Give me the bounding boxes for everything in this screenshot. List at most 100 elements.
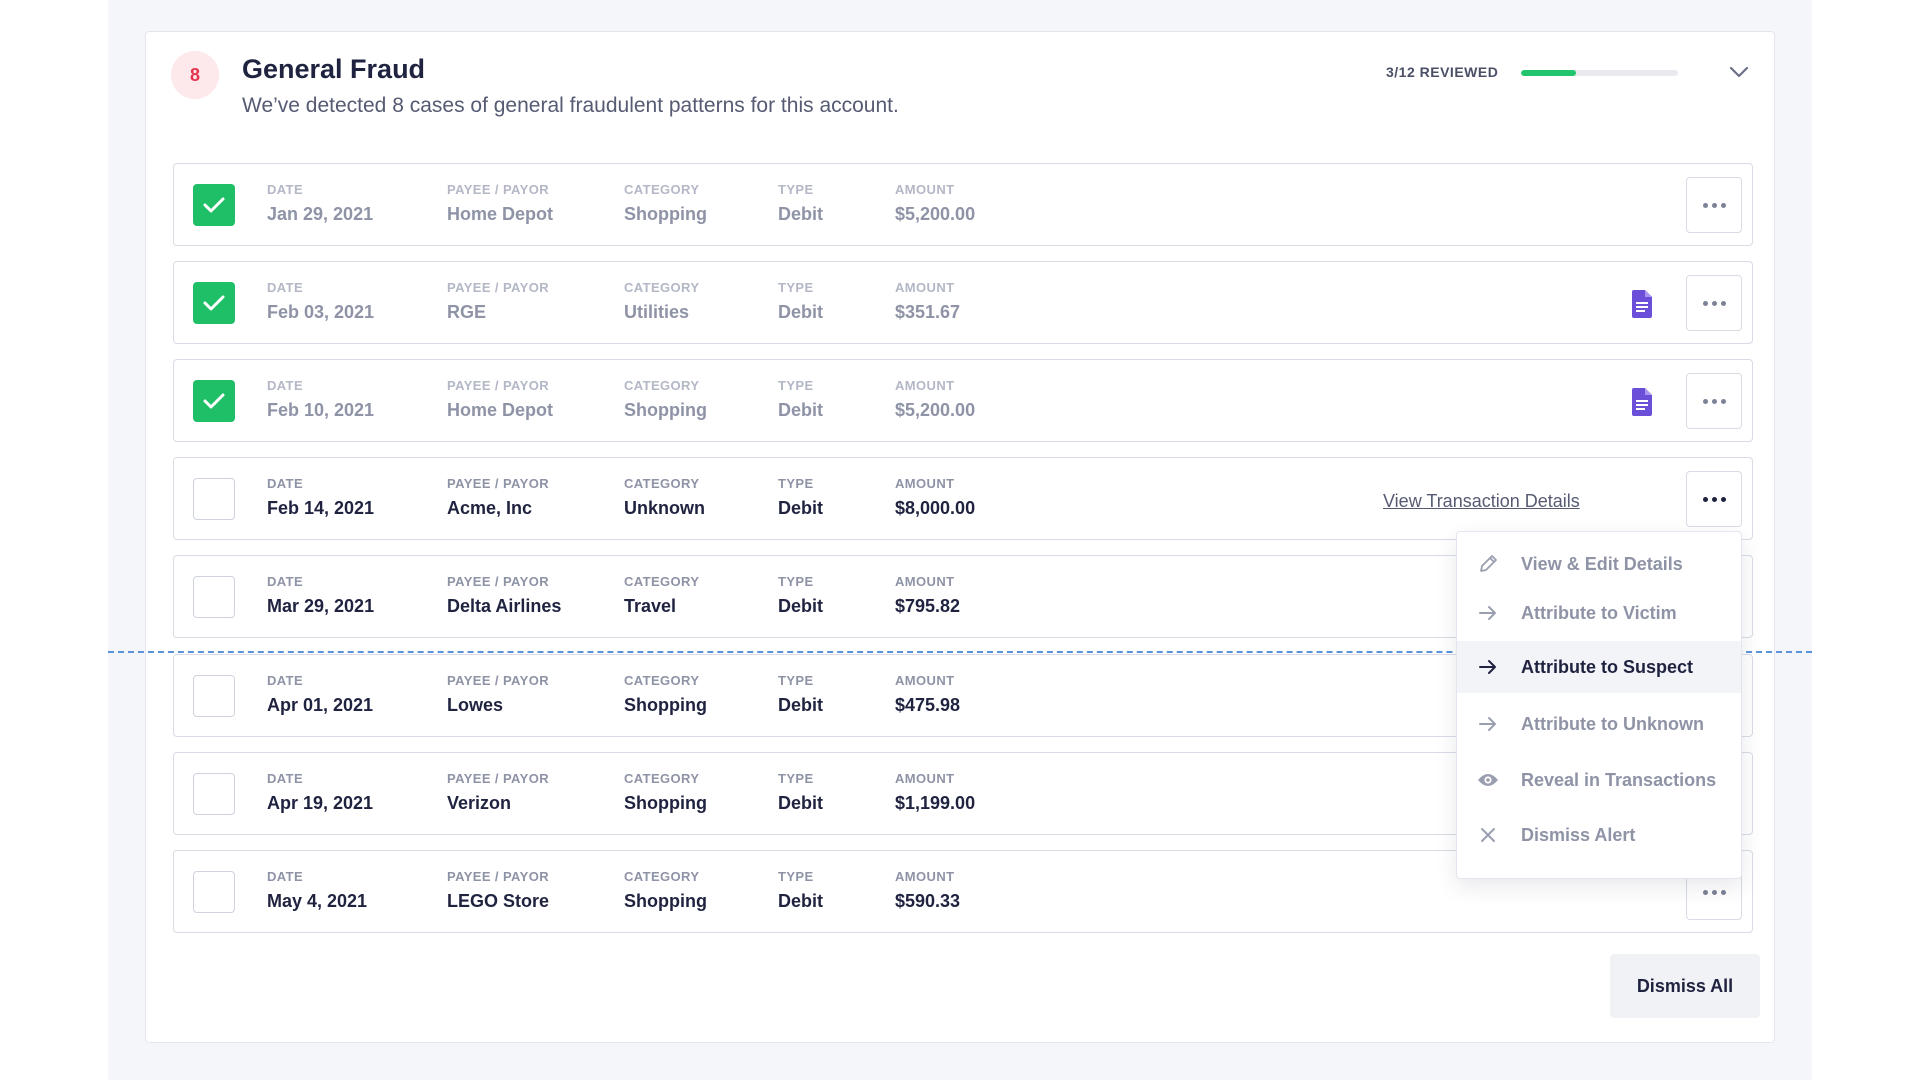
category-value: Shopping [624,891,707,911]
type-value: Debit [778,793,823,813]
amount-label: AMOUNT [895,182,955,197]
category-label: CATEGORY [624,378,700,393]
date-value: Mar 29, 2021 [267,596,375,616]
category-value: Shopping [624,400,707,420]
chevron-down-icon [1729,66,1749,78]
amount-value: $1,199.00 [895,793,976,813]
document-icon[interactable] [1630,290,1654,323]
date-field: DATE Feb 03, 2021 [267,280,374,323]
menu-item-attribute-to-victim[interactable]: Attribute to Victim [1457,587,1741,639]
row-checkbox[interactable] [193,675,235,717]
type-value: Debit [778,302,823,322]
category-label: CATEGORY [624,280,700,295]
more-options-button[interactable] [1686,471,1742,527]
eye-icon [1477,769,1499,791]
category-label: CATEGORY [624,574,700,589]
date-label: DATE [267,771,304,786]
category-field: CATEGORY Shopping [624,182,707,225]
type-field: TYPE Debit [778,476,823,519]
payee-field: PAYEE / PAYOR Acme, Inc [447,476,549,519]
category-field: CATEGORY Unknown [624,476,705,519]
payee-field: PAYEE / PAYOR RGE [447,280,549,323]
type-field: TYPE Debit [778,869,823,912]
dismiss-all-button[interactable]: Dismiss All [1610,954,1760,1018]
alert-description: We’ve detected 8 cases of general fraudu… [242,94,899,117]
payee-label: PAYEE / PAYOR [447,574,550,589]
menu-item-label: View & Edit Details [1521,553,1683,574]
more-options-button[interactable] [1686,373,1742,429]
row-checkbox[interactable] [193,282,235,324]
menu-item-reveal-in-transactions[interactable]: Reveal in Transactions [1457,754,1741,806]
transaction-context-menu: View & Edit Details Attribute to Victim At… [1456,531,1742,879]
date-value: Feb 10, 2021 [267,400,375,420]
category-value: Shopping [624,793,707,813]
amount-value: $5,200.00 [895,400,976,420]
amount-label: AMOUNT [895,378,955,393]
payee-label: PAYEE / PAYOR [447,869,550,884]
row-checkbox[interactable] [193,184,235,226]
type-value: Debit [778,400,823,420]
menu-item-view-edit-details[interactable]: View & Edit Details [1457,538,1741,590]
category-field: CATEGORY Shopping [624,673,707,716]
payee-value: LEGO Store [447,891,550,911]
payee-value: Acme, Inc [447,498,533,518]
date-field: DATE May 4, 2021 [267,869,367,912]
menu-item-label: Reveal in Transactions [1521,769,1717,790]
review-progress-fill [1521,70,1576,76]
type-value: Debit [778,596,823,616]
type-label: TYPE [778,869,814,884]
type-value: Debit [778,498,823,518]
category-label: CATEGORY [624,869,700,884]
ellipsis-icon [1702,889,1708,895]
dashed-guide-line [108,651,1812,653]
date-value: Apr 01, 2021 [267,695,374,715]
payee-label: PAYEE / PAYOR [447,280,550,295]
payee-field: PAYEE / PAYOR Home Depot [447,378,553,421]
date-label: DATE [267,574,304,589]
type-value: Debit [778,695,823,715]
amount-value: $8,000.00 [895,498,976,518]
menu-item-attribute-to-unknown[interactable]: Attribute to Unknown [1457,698,1741,750]
ellipsis-icon [1702,300,1708,306]
checkmark-icon [203,197,225,213]
view-transaction-details-link[interactable]: View Transaction Details [1383,491,1580,511]
type-field: TYPE Debit [778,574,823,617]
menu-item-label: Dismiss Alert [1521,824,1636,845]
collapse-toggle[interactable] [1726,61,1752,83]
date-value: Feb 03, 2021 [267,302,375,322]
row-checkbox[interactable] [193,871,235,913]
date-value: Feb 14, 2021 [267,498,375,518]
menu-item-label: Attribute to Unknown [1521,713,1704,734]
menu-item-attribute-to-suspect[interactable]: Attribute to Suspect [1457,641,1741,693]
amount-value: $475.98 [895,695,961,715]
amount-value: $590.33 [895,891,961,911]
payee-label: PAYEE / PAYOR [447,673,550,688]
arrow-right-icon [1477,713,1499,735]
amount-value: $5,200.00 [895,204,976,224]
type-label: TYPE [778,378,814,393]
row-checkbox[interactable] [193,380,235,422]
category-value: Unknown [624,498,705,518]
date-value: Apr 19, 2021 [267,793,374,813]
date-field: DATE Feb 14, 2021 [267,476,374,519]
type-label: TYPE [778,476,814,491]
ellipsis-icon [1702,496,1708,502]
transaction-row: DATE Feb 14, 2021 PAYEE / PAYOR Acme, Inc CA… [173,457,1753,540]
document-icon[interactable] [1630,388,1654,421]
category-field: CATEGORY Utilities [624,280,699,323]
payee-value: Home Depot [447,400,554,420]
amount-field: AMOUNT $5,200.00 [895,182,975,225]
more-options-button[interactable] [1686,275,1742,331]
amount-field: AMOUNT $590.33 [895,869,960,912]
category-value: Shopping [624,204,707,224]
more-options-button[interactable] [1686,177,1742,233]
menu-item-dismiss-alert[interactable]: Dismiss Alert [1457,809,1741,861]
type-value: Debit [778,204,823,224]
row-checkbox[interactable] [193,478,235,520]
checkmark-icon [203,393,225,409]
type-label: TYPE [778,771,814,786]
row-checkbox[interactable] [193,773,235,815]
date-label: DATE [267,280,304,295]
row-checkbox[interactable] [193,576,235,618]
ellipsis-icon [1702,202,1708,208]
